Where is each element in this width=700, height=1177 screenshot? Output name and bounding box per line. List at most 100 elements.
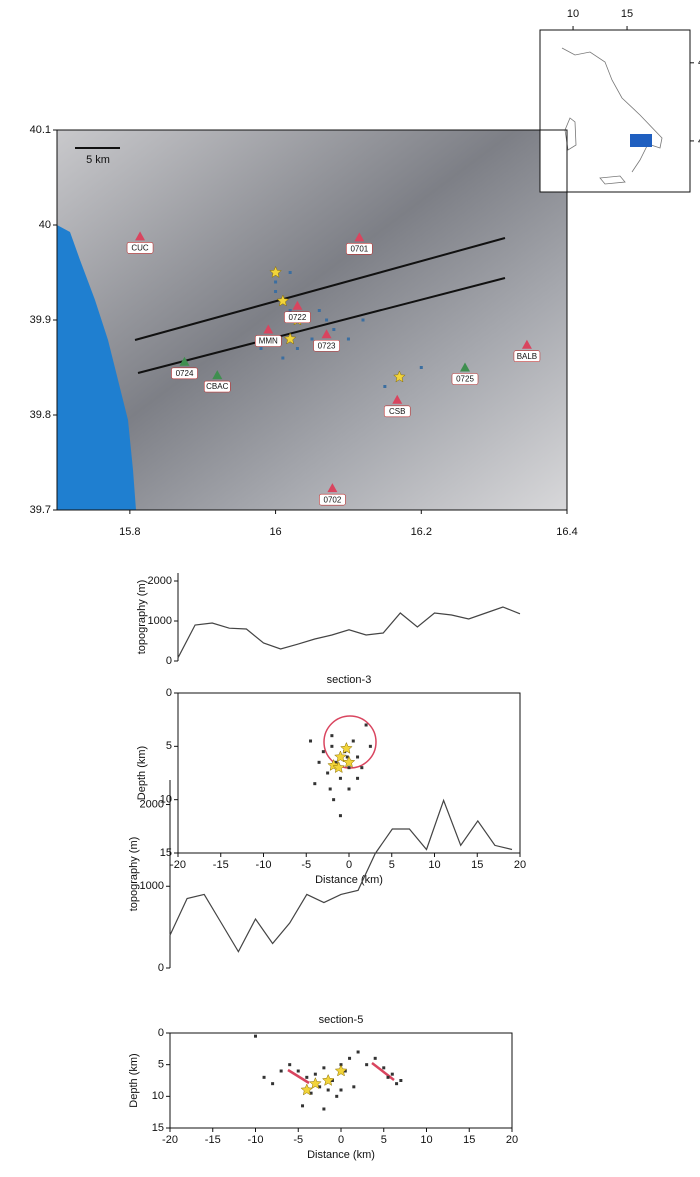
event: [326, 771, 330, 775]
event: [419, 366, 423, 369]
station-label: MMN: [259, 337, 278, 346]
sea: [57, 225, 136, 510]
x-tick-label: 10: [428, 859, 440, 871]
event: [347, 766, 351, 770]
station-label: 0723: [318, 341, 336, 350]
station: [460, 362, 470, 372]
x-tick-label: -5: [301, 859, 311, 871]
y-tick-label: 40.1: [30, 124, 51, 136]
star: [334, 750, 347, 763]
event: [310, 337, 314, 341]
y-tick-label: 0: [158, 962, 164, 974]
x-tick-label: 20: [514, 859, 526, 871]
inset-frame: [539, 29, 691, 193]
event: [339, 1088, 343, 1092]
event: [330, 744, 334, 748]
event: [317, 760, 321, 764]
event: [301, 1104, 305, 1108]
event: [395, 1082, 399, 1086]
event: [313, 782, 317, 786]
event: [288, 309, 292, 312]
x-tick-label: 15: [463, 1134, 475, 1146]
x-tick-label: 16.2: [411, 526, 432, 538]
event: [351, 739, 355, 743]
event: [382, 1066, 386, 1070]
section-title: section-5: [319, 1014, 364, 1026]
station-label: 0722: [289, 313, 307, 322]
event: [386, 1075, 390, 1079]
event: [334, 760, 338, 764]
event: [373, 1056, 377, 1060]
event: [281, 356, 285, 360]
station-label: CBAC: [206, 382, 228, 391]
section-track: [137, 277, 506, 374]
event: [330, 1079, 334, 1082]
y-axis-label: topography (m): [136, 580, 148, 655]
y-tick-label: 2000: [140, 798, 164, 810]
event: [332, 798, 336, 802]
station-label: CUC: [131, 244, 149, 253]
y-tick-label: 2000: [148, 575, 172, 587]
x-tick-label: 16.4: [556, 526, 577, 538]
event: [348, 1056, 352, 1060]
x-axis-label: Distance (km): [307, 1149, 375, 1161]
station-label: 0702: [324, 495, 342, 504]
topography-line: [177, 606, 521, 659]
station-label-box: [319, 493, 346, 506]
axes-frame: [169, 1032, 513, 1129]
event: [383, 385, 387, 388]
event: [259, 347, 263, 350]
event: [322, 1107, 326, 1111]
y-tick-label: 39.8: [30, 409, 51, 421]
station: [392, 394, 403, 404]
scale-label: 5 km: [86, 154, 110, 166]
star: [340, 741, 353, 754]
study-area: [630, 134, 652, 147]
event: [368, 744, 372, 748]
y-tick-label: 5: [158, 1059, 164, 1071]
x-tick-label: 0: [338, 1134, 344, 1146]
x-tick-label: 10: [567, 8, 579, 20]
event: [288, 271, 292, 274]
event: [295, 347, 299, 350]
event: [332, 328, 336, 331]
event: [361, 318, 365, 322]
y-tick-label: 0: [158, 1027, 164, 1039]
station-label: 0724: [176, 369, 194, 378]
y-axis-label: topography (m): [128, 837, 140, 912]
station-label-box: [284, 311, 311, 324]
event: [305, 1075, 309, 1079]
y-tick-label: 0: [166, 687, 172, 699]
star: [276, 294, 290, 307]
event: [325, 318, 329, 322]
event: [335, 1094, 339, 1098]
station: [179, 356, 190, 366]
y-tick-label: 1000: [140, 880, 164, 892]
star: [393, 370, 406, 383]
star: [300, 1083, 314, 1096]
event: [352, 1085, 356, 1089]
x-tick-label: 0: [346, 859, 352, 871]
event: [296, 1069, 300, 1073]
station: [327, 483, 338, 493]
event: [274, 290, 278, 293]
x-tick-label: 10: [420, 1134, 432, 1146]
x-tick-label: 15: [471, 859, 483, 871]
station-label-box: [126, 242, 154, 254]
station: [135, 231, 146, 241]
event: [262, 1075, 266, 1079]
event: [360, 766, 364, 770]
event: [274, 280, 278, 284]
y-tick-label: 40: [39, 219, 51, 231]
y-tick-label: 5: [166, 740, 172, 752]
station-label-box: [254, 335, 282, 347]
station-label: 0701: [350, 244, 368, 253]
star: [321, 1073, 335, 1086]
y-axis-label: Depth (km): [136, 746, 148, 800]
x-tick-label: -15: [213, 859, 229, 871]
event: [328, 787, 332, 791]
y-tick-label: 40: [698, 135, 700, 147]
event: [365, 1063, 369, 1067]
event: [356, 1050, 360, 1054]
